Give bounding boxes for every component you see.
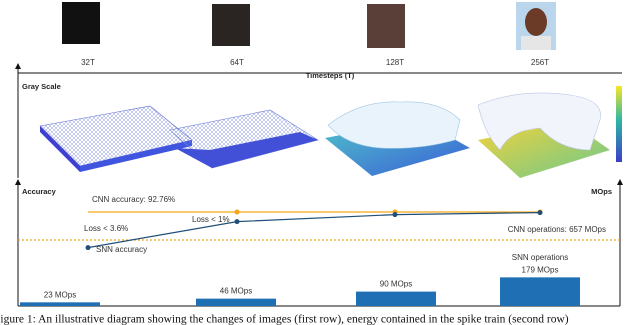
snn-accuracy-point <box>537 210 543 216</box>
snn-accuracy-point <box>85 245 91 251</box>
bar <box>196 298 276 306</box>
surface <box>39 105 193 167</box>
bar <box>20 302 100 306</box>
caption: Figure 1: An illustrative diagram showin… <box>0 314 569 325</box>
timestep-label: 32T <box>81 58 95 67</box>
bar <box>500 277 580 306</box>
surface <box>477 92 601 151</box>
bar-label: 179 MOps <box>522 265 559 274</box>
surfaces <box>39 86 622 178</box>
legend-label: SNN accuracy <box>96 245 147 254</box>
bar-label: 90 MOps <box>380 280 412 289</box>
surface <box>175 132 318 168</box>
cnn-accuracy-point <box>234 209 240 215</box>
bar <box>356 291 436 306</box>
surface <box>327 101 461 149</box>
bar-label: 46 MOps <box>220 287 252 296</box>
axis-label: Timesteps (T) <box>306 71 355 80</box>
snn-accuracy-point <box>392 212 398 218</box>
shirt <box>521 36 551 50</box>
annotation: Loss < 1% <box>192 215 230 224</box>
axis-label: Accuracy <box>22 187 57 196</box>
timestep-label: 128T <box>386 58 404 67</box>
colorbar <box>616 86 622 162</box>
snn-accuracy-line <box>87 212 541 249</box>
timestep-label: 64T <box>230 58 244 67</box>
annotation: CNN operations: 657 MOps <box>508 225 606 234</box>
timestep-label: 256T <box>531 58 549 67</box>
images <box>62 2 556 50</box>
face <box>525 8 547 36</box>
snn-accuracy-point <box>234 219 240 225</box>
annotation: Loss < 3.6% <box>84 224 128 233</box>
image <box>212 4 250 46</box>
annotation: CNN accuracy: 92.76% <box>92 195 175 204</box>
annotation: SNN operations <box>512 253 568 262</box>
image <box>62 2 100 44</box>
surface <box>80 140 192 172</box>
axis-label: Gray Scale <box>22 82 61 91</box>
surface <box>40 126 80 172</box>
image <box>367 4 405 48</box>
bar-label: 23 MOps <box>44 290 76 299</box>
axis-label: MOps <box>591 187 612 196</box>
